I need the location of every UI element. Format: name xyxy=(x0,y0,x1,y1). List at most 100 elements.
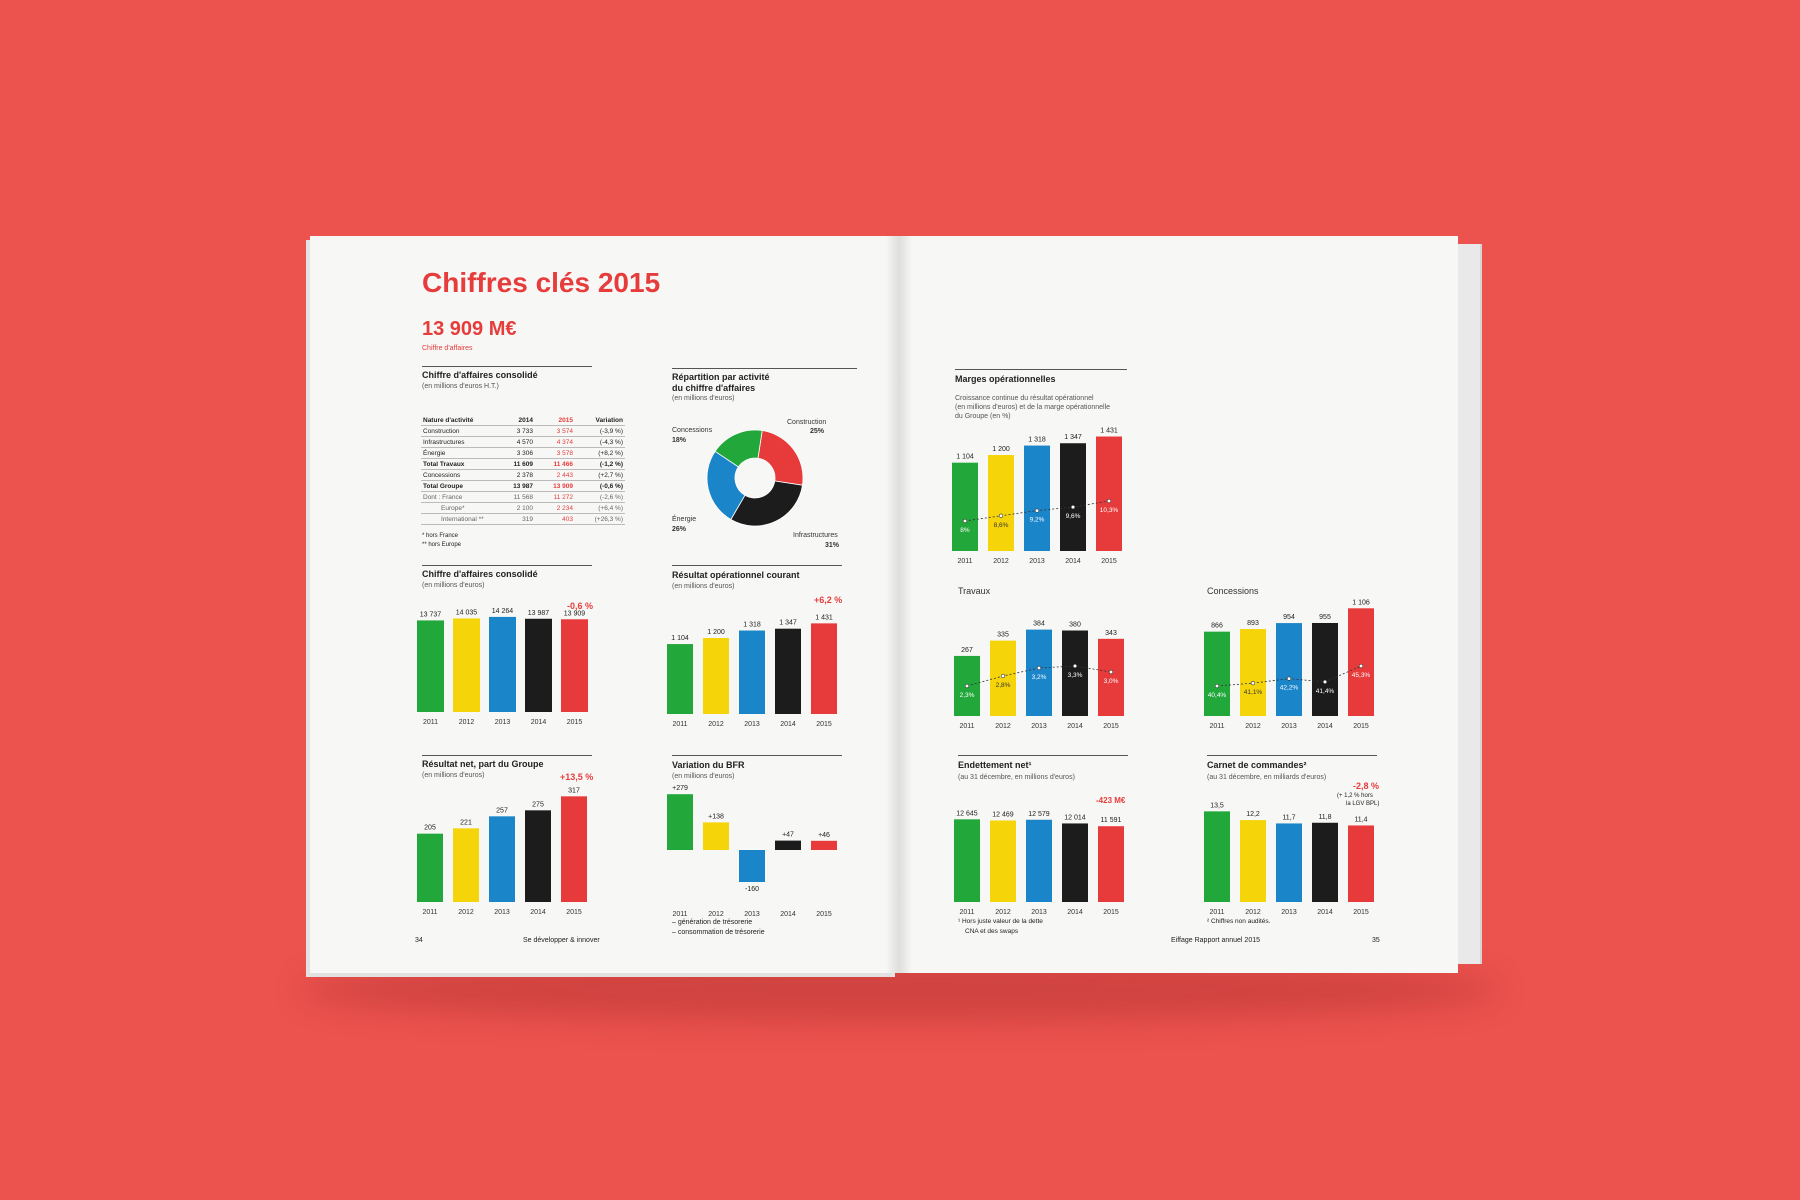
margin-point xyxy=(1322,679,1328,685)
chart-variation-note: la LGV BPL) xyxy=(1346,801,1380,807)
margin-pct-label: 3,3% xyxy=(1068,672,1083,679)
bar-value-label: +47 xyxy=(782,832,794,839)
bar xyxy=(739,850,765,882)
year-label: 2015 xyxy=(567,719,583,726)
chart-title: Carnet de commandes² xyxy=(1207,760,1307,770)
bar xyxy=(417,620,444,712)
bar-value-label: 1 200 xyxy=(707,629,725,636)
bar xyxy=(453,828,479,902)
bar-value-label: +279 xyxy=(672,785,688,792)
table-header: 2015 xyxy=(535,415,575,426)
pie-label: Infrastructures xyxy=(793,532,838,539)
bar-value-label: 12,2 xyxy=(1246,811,1260,818)
bar xyxy=(417,833,443,902)
footer-text: Se développer & innover xyxy=(523,937,600,944)
pie-label: 25% xyxy=(810,428,825,435)
bar xyxy=(1098,638,1124,716)
bar-value-label: 384 xyxy=(1033,621,1045,628)
year-label: 2011 xyxy=(1209,909,1224,916)
bar xyxy=(1312,822,1338,902)
bar xyxy=(739,630,765,714)
chart-rule xyxy=(672,565,842,566)
margin-point xyxy=(1072,663,1078,669)
table-cell: Dont : France xyxy=(421,491,495,503)
bar xyxy=(811,623,837,714)
table-cell: (-2,6 %) xyxy=(575,491,625,503)
table-note: ** hors Europe xyxy=(422,542,462,548)
chart-variation: -0,6 % xyxy=(567,601,594,611)
chart-title: Travaux xyxy=(958,586,991,596)
bar-value-label: 380 xyxy=(1069,622,1081,629)
table-row: Total Groupe 13 987 13 909 (-0,6 %) xyxy=(421,480,625,492)
year-label: 2012 xyxy=(708,911,724,918)
bar-value-label: 14 264 xyxy=(492,608,514,615)
year-label: 2015 xyxy=(566,909,582,916)
bar-value-label: 205 xyxy=(424,825,436,832)
table-cell: 11 272 xyxy=(535,491,575,503)
bar xyxy=(561,619,588,712)
bar xyxy=(525,618,552,712)
bar xyxy=(775,628,801,714)
bar xyxy=(703,822,729,850)
table-cell: (+2,7 %) xyxy=(575,469,625,481)
bar-value-label: 12 469 xyxy=(992,811,1014,818)
table-header: 2014 xyxy=(495,415,535,426)
year-label: 2015 xyxy=(1353,723,1369,730)
year-label: 2012 xyxy=(995,909,1011,916)
margin-pct-label: 41,4% xyxy=(1316,688,1335,695)
bar-value-label: 1 347 xyxy=(779,620,797,627)
chart-variation: +13,5 % xyxy=(560,772,594,782)
bar-value-label: +138 xyxy=(708,813,724,820)
chart-rule xyxy=(958,755,1128,756)
year-label: 2015 xyxy=(1101,558,1117,565)
bar xyxy=(1312,622,1338,716)
chart-title: Concessions xyxy=(1207,586,1259,596)
table-row: Concessions 2 378 2 443 (+2,7 %) xyxy=(421,469,625,481)
bar-value-label: 13 737 xyxy=(420,611,442,618)
chart-subtitle: (en millions d'euros) xyxy=(672,773,735,780)
margin-point xyxy=(1250,681,1256,686)
margin-point xyxy=(1108,669,1114,675)
margin-point xyxy=(1036,665,1042,671)
bar-value-label: 11,8 xyxy=(1318,814,1331,821)
pie-label: Construction xyxy=(787,419,827,426)
bar-value-label: 1 431 xyxy=(1100,428,1118,435)
year-label: 2011 xyxy=(672,911,687,918)
ca-chart: 13 737 2011 14 035 2012 14 264 2013 13 987 2014… xyxy=(417,608,588,726)
pie-chart xyxy=(706,429,804,527)
chart-legend: – consommation de trésorerie xyxy=(672,929,765,936)
table-cell: 319 xyxy=(495,513,535,525)
bar-value-label: 11,7 xyxy=(1282,814,1295,821)
concessions-chart: 866 2011 40,4% 893 2012 41,1% 954 2013 42,2% 955 2… xyxy=(1204,599,1374,730)
chart-subtitle: du Groupe (en %) xyxy=(955,413,1011,420)
table-cell: 3 574 xyxy=(535,425,575,437)
table-cell: Infrastructures xyxy=(421,436,495,448)
margin-pct-label: 9,2% xyxy=(1030,517,1045,524)
margin-point xyxy=(1070,504,1076,510)
chart-rule xyxy=(672,755,842,756)
bar xyxy=(990,820,1016,902)
chart-variation: -2,8 % xyxy=(1353,781,1380,791)
year-label: 2014 xyxy=(780,721,796,728)
bar-value-label: 11 591 xyxy=(1101,817,1122,824)
year-label: 2013 xyxy=(1031,909,1047,916)
bar xyxy=(1204,631,1230,716)
year-label: 2012 xyxy=(1245,723,1261,730)
bar-value-label: 1 104 xyxy=(671,635,689,642)
table-row: Énergie 3 306 3 578 (+8,2 %) xyxy=(421,447,625,459)
table-row: Europe* 2 100 2 234 (+6,4 %) xyxy=(421,502,625,514)
page-title: Chiffres clés 2015 xyxy=(422,267,661,298)
bar xyxy=(1062,823,1088,902)
chart-title: Marges opérationnelles xyxy=(955,374,1056,384)
table-row: Construction 3 733 3 574 (-3,9 %) xyxy=(421,425,625,437)
year-label: 2014 xyxy=(1317,909,1333,916)
year-label: 2011 xyxy=(422,909,437,916)
table-cell: 2 443 xyxy=(535,469,575,481)
margin-pct-label: 3,2% xyxy=(1032,674,1047,681)
year-label: 2013 xyxy=(494,909,510,916)
table-cell: 3 306 xyxy=(495,447,535,459)
chart-title: Résultat opérationnel courant xyxy=(672,570,800,580)
bar-value-label: 12 579 xyxy=(1028,811,1050,818)
table-row: Infrastructures 4 570 4 374 (-4,3 %) xyxy=(421,436,625,448)
pie-slice xyxy=(706,450,746,521)
